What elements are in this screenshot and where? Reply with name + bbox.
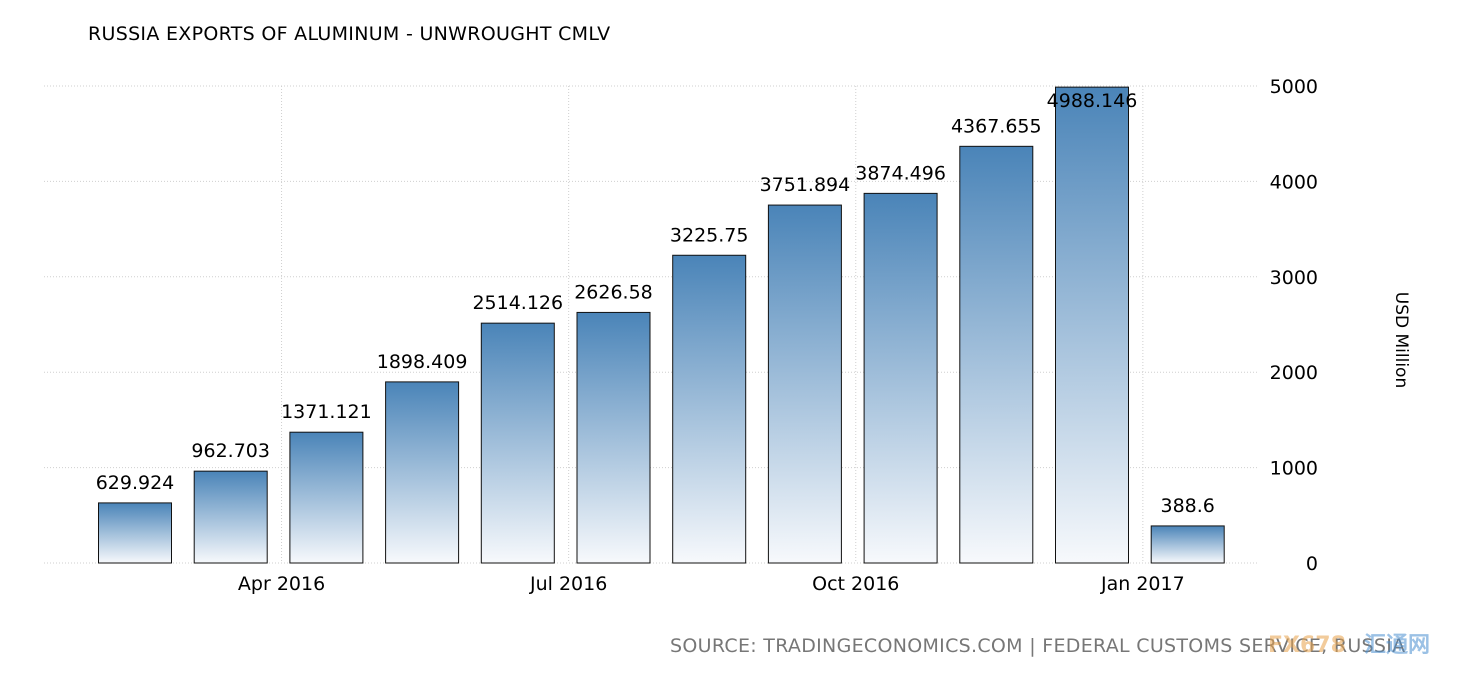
bar (98, 502, 172, 564)
y-tick-label: 2000 (1270, 362, 1318, 384)
bar (1150, 525, 1225, 564)
data-label: 2626.58 (574, 281, 653, 303)
bar (289, 431, 364, 564)
bar (385, 381, 460, 564)
y-tick-label: 3000 (1270, 267, 1318, 289)
bar (1055, 86, 1129, 564)
chart-title: RUSSIA EXPORTS OF ALUMINUM - UNWROUGHT C… (88, 23, 610, 45)
x-axis-ticks: Apr 2016 Jul 2016 Oct 2016 Jan 2017 (238, 573, 1185, 595)
data-label: 1371.121 (281, 401, 372, 423)
x-tick-label: Jan 2017 (1100, 573, 1185, 595)
x-tick-label: Oct 2016 (812, 573, 899, 595)
watermark-fx678: FX678 (1268, 633, 1346, 658)
data-label: 388.6 (1160, 495, 1214, 517)
bar (480, 322, 555, 564)
data-label: 629.924 (96, 472, 175, 494)
y-tick-label: 1000 (1270, 458, 1318, 480)
data-label: 1898.409 (377, 351, 468, 373)
y-tick-label: 4000 (1270, 171, 1318, 193)
x-tick-label: Apr 2016 (238, 573, 325, 595)
y-tick-label: 5000 (1270, 76, 1318, 98)
y-tick-label: 0 (1306, 553, 1318, 575)
x-tick-label: Jul 2016 (529, 573, 607, 595)
data-label: 4988.146 (1047, 90, 1138, 112)
bar (672, 254, 747, 564)
bar (863, 192, 938, 564)
watermark-logo: FX678 汇通网 (1268, 633, 1430, 658)
data-label: 4367.655 (951, 115, 1042, 137)
bar (959, 145, 1034, 564)
data-labels: 629.924 962.703 1371.121 1898.409 2514.126 26… (96, 90, 1215, 517)
bars (98, 86, 1225, 564)
bar (193, 470, 268, 564)
bar (767, 204, 842, 564)
source-text: SOURCE: TRADINGECONOMICS.COM | FEDERAL C… (670, 635, 1405, 657)
data-label: 3751.894 (760, 174, 851, 196)
data-label: 962.703 (191, 440, 270, 462)
data-label: 3225.75 (670, 224, 749, 246)
data-label: 3874.496 (855, 162, 946, 184)
data-label: 2514.126 (472, 292, 563, 314)
watermark-cn: 汇通网 (1364, 633, 1430, 658)
y-axis-ticks: 0 1000 2000 3000 4000 5000 (1270, 76, 1318, 575)
bar (576, 311, 651, 564)
y-axis-label: USD Million (1391, 292, 1411, 388)
